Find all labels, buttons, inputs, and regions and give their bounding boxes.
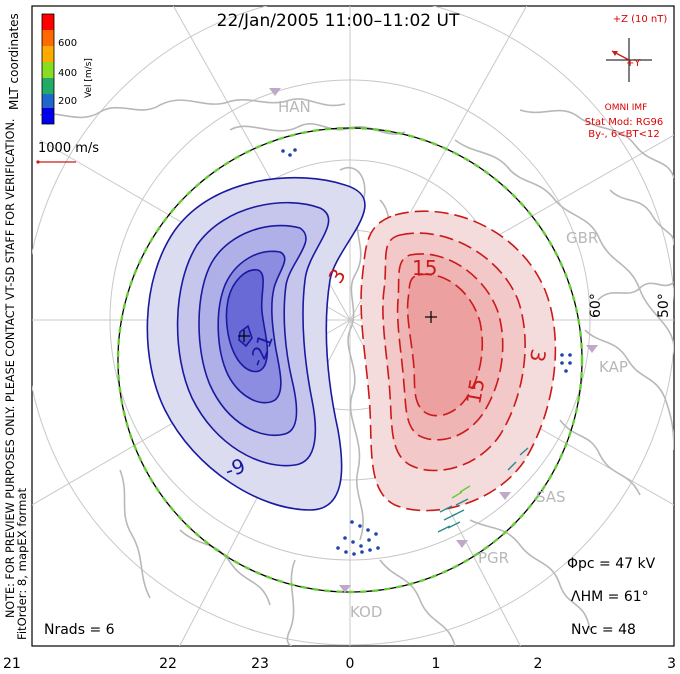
mlt-tick-21: 21 <box>3 656 21 672</box>
mlt-tick-1: 1 <box>432 656 441 672</box>
colorbar-tick-200: 200 <box>58 96 77 107</box>
imf-source: OMNI IMF <box>605 103 648 113</box>
velocity-colorbar: 600 400 200 Vel [m/s] <box>41 13 94 125</box>
imf-condition: By-, 6<BT<12 <box>588 129 659 140</box>
colorbar-tick-600: 600 <box>58 38 77 49</box>
latitude-label-50: 50° <box>656 293 672 318</box>
mlt-tick-22: 22 <box>159 656 177 672</box>
station-pgr: PGR <box>478 549 509 567</box>
mlt-tick-2: 2 <box>534 656 543 672</box>
negative-cell: -21 -9 <box>146 176 366 511</box>
preview-note: NOTE: FOR PREVIEW PURPOSES ONLY. PLEASE … <box>4 119 17 618</box>
station-kod: KOD <box>350 603 382 621</box>
imf-panel: +Z (10 nT) +Y OMNI IMF Stat Mod: RG96 By… <box>585 14 668 140</box>
contour-label-pos-15a: 15 <box>412 256 437 280</box>
hm-boundary-black <box>117 127 583 593</box>
station-han: HAN <box>278 98 311 116</box>
mlt-tick-23: 23 <box>251 656 269 672</box>
imf-y-label: +Y <box>626 58 641 69</box>
contour-label-pos-15b: 15 <box>461 377 489 406</box>
mlt-tick-0: 0 <box>346 656 355 672</box>
coordinate-label: MLT coordinates <box>7 13 21 110</box>
mlt-axis: 21 22 23 0 1 2 3 <box>3 656 676 672</box>
scale-vector: 1000 m/s <box>36 141 99 164</box>
stat-n-vc: Nvc = 48 <box>571 622 636 638</box>
coastlines <box>39 98 674 646</box>
potential-max-marker <box>425 311 437 323</box>
imf-z-label: +Z (10 nT) <box>613 14 668 25</box>
stat-lambda-hm: ΛHM = 61° <box>571 589 649 605</box>
plot-title: 22/Jan/2005 11:00–11:02 UT <box>217 11 460 31</box>
hm-boundary-green <box>116 126 584 594</box>
colorbar-label: Vel [m/s] <box>84 58 94 98</box>
potential-min-marker <box>238 330 250 342</box>
stat-n-rads: Nrads = 6 <box>44 622 115 638</box>
stat-phi-pc: Φpc = 47 kV <box>567 556 656 572</box>
scale-vector-label: 1000 m/s <box>38 141 99 156</box>
station-markers <box>269 88 598 593</box>
station-gbr: GBR <box>566 229 598 247</box>
colorbar-tick-400: 400 <box>58 68 77 79</box>
contour-label-pos-3b: 3 <box>525 347 551 364</box>
latitude-label-60: 60° <box>588 293 604 318</box>
mlt-tick-3: 3 <box>667 656 676 672</box>
station-labels: HAN GBR KAP SAS PGR KOD <box>278 98 628 621</box>
station-kap: KAP <box>599 358 628 376</box>
velocity-vectors <box>281 148 572 556</box>
station-sas: SAS <box>536 488 566 506</box>
fit-order: FitOrder: 8, mapEX format <box>15 487 29 640</box>
stat-model: Stat Mod: RG96 <box>585 117 664 128</box>
positive-cell: 3 15 15 3 <box>324 210 557 512</box>
